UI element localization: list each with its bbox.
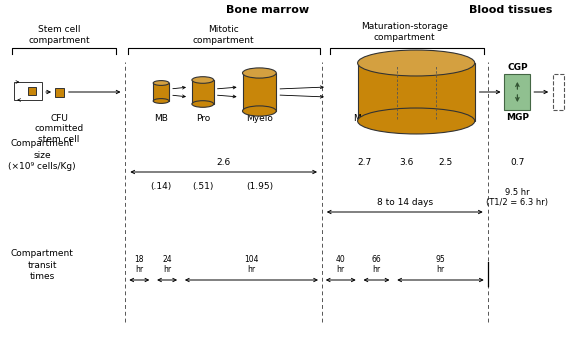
Text: Pro: Pro bbox=[196, 114, 210, 123]
Text: 8 to 14 days: 8 to 14 days bbox=[376, 198, 433, 207]
Ellipse shape bbox=[153, 81, 169, 85]
Bar bbox=[553, 74, 564, 110]
Ellipse shape bbox=[192, 101, 214, 107]
Text: (.51): (.51) bbox=[192, 183, 214, 191]
Text: 18
hr: 18 hr bbox=[134, 255, 144, 274]
Text: Maturation-storage
compartment: Maturation-storage compartment bbox=[361, 22, 448, 42]
Text: Compartment
transit
times: Compartment transit times bbox=[11, 250, 74, 280]
Text: 40
hr: 40 hr bbox=[336, 255, 346, 274]
Text: 95
hr: 95 hr bbox=[435, 255, 445, 274]
Text: MB: MB bbox=[154, 114, 168, 123]
Text: MGP: MGP bbox=[506, 114, 529, 122]
Text: CFU
committed
stem cell: CFU committed stem cell bbox=[35, 114, 83, 144]
Text: (1.95): (1.95) bbox=[246, 183, 273, 191]
Text: Meta: Meta bbox=[353, 114, 376, 123]
Text: 24
hr: 24 hr bbox=[162, 255, 172, 274]
Text: CGP: CGP bbox=[507, 64, 528, 72]
Text: Band: Band bbox=[395, 114, 418, 123]
Ellipse shape bbox=[153, 99, 169, 103]
Text: (.14): (.14) bbox=[150, 183, 172, 191]
Text: Mitotic
compartment: Mitotic compartment bbox=[193, 25, 255, 45]
Bar bbox=[153, 83, 169, 101]
Text: 3.6: 3.6 bbox=[399, 158, 413, 167]
Bar bbox=[358, 63, 475, 121]
Bar bbox=[28, 87, 36, 95]
Ellipse shape bbox=[243, 68, 276, 78]
Ellipse shape bbox=[192, 77, 214, 83]
Text: Blood tissues: Blood tissues bbox=[469, 5, 552, 15]
Bar bbox=[14, 82, 42, 100]
Text: 2.5: 2.5 bbox=[439, 158, 453, 167]
Text: 104
hr: 104 hr bbox=[244, 255, 259, 274]
Bar bbox=[505, 74, 530, 110]
Text: Compartment
size
(×10⁹ cells/Kg): Compartment size (×10⁹ cells/Kg) bbox=[9, 139, 76, 171]
Text: Seg: Seg bbox=[437, 114, 455, 123]
Text: 66
hr: 66 hr bbox=[371, 255, 382, 274]
Ellipse shape bbox=[243, 106, 276, 116]
Ellipse shape bbox=[358, 50, 475, 76]
Text: Bone marrow: Bone marrow bbox=[226, 5, 309, 15]
Text: Myelo: Myelo bbox=[246, 114, 273, 123]
Bar bbox=[243, 73, 276, 111]
Text: 9.5 hr
(T1/2 = 6.3 hr): 9.5 hr (T1/2 = 6.3 hr) bbox=[486, 188, 548, 207]
Bar bbox=[192, 80, 214, 104]
Text: 2.7: 2.7 bbox=[357, 158, 372, 167]
Text: 2.6: 2.6 bbox=[217, 158, 231, 167]
Text: 0.7: 0.7 bbox=[510, 158, 524, 167]
Text: Stem cell
compartment: Stem cell compartment bbox=[28, 25, 90, 45]
Bar bbox=[56, 87, 65, 97]
Ellipse shape bbox=[358, 108, 475, 134]
